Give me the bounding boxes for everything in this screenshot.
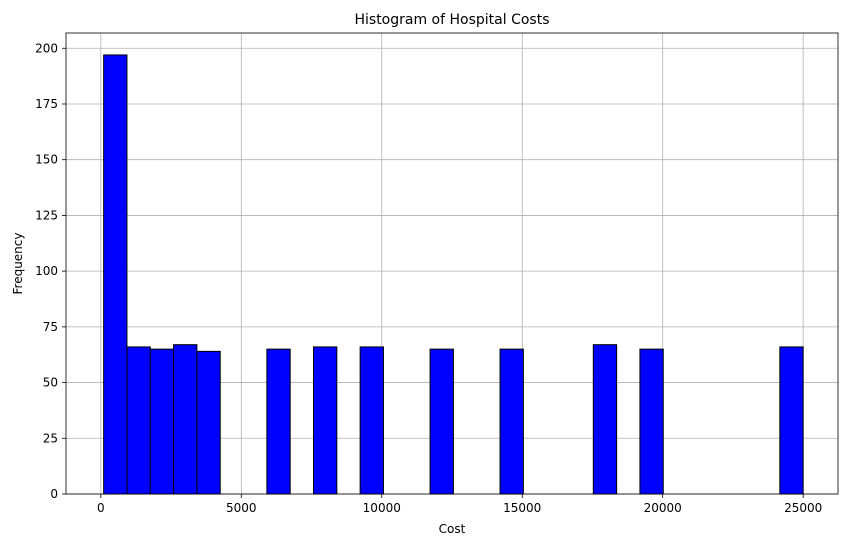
histogram-bar-9 xyxy=(313,346,338,495)
x-tick-label-2: 10000 xyxy=(363,501,401,515)
y-tick-label-3: 75 xyxy=(43,320,58,334)
histogram-bar-1 xyxy=(126,346,151,495)
histogram-bar-11 xyxy=(359,346,384,495)
plot-frame xyxy=(65,32,839,495)
y-tick-label-2: 50 xyxy=(43,376,58,390)
chart-title: Histogram of Hospital Costs xyxy=(354,12,549,28)
x-tick-label-3: 15000 xyxy=(503,501,541,515)
grid-lines xyxy=(66,33,838,495)
histogram-bar-23 xyxy=(639,348,664,495)
y-tick-label-6: 150 xyxy=(35,153,58,167)
x-axis-label: Cost xyxy=(439,522,466,536)
histogram-bar-21 xyxy=(592,344,618,495)
y-tick-label-8: 200 xyxy=(35,41,58,55)
histogram-bar-29 xyxy=(779,346,804,495)
histogram-bar-4 xyxy=(196,350,221,495)
y-tick-label-7: 175 xyxy=(35,97,58,111)
x-tick-label-0: 0 xyxy=(97,501,105,515)
y-tick-label-1: 25 xyxy=(43,431,58,445)
histogram-bar-2 xyxy=(149,348,175,495)
x-tick-label-4: 20000 xyxy=(644,501,682,515)
histogram-bar-0 xyxy=(103,54,128,495)
histogram-bar-3 xyxy=(173,344,198,495)
x-tick-label-5: 25000 xyxy=(784,501,822,515)
y-tick-label-5: 125 xyxy=(35,208,58,222)
y-tick-label-0: 0 xyxy=(50,487,58,501)
bars xyxy=(103,54,804,495)
y-tick-label-4: 100 xyxy=(35,264,58,278)
x-tick-label-1: 5000 xyxy=(226,501,257,515)
x-axis-ticks: 0 5000 10000 15000 20000 25000 xyxy=(97,494,822,515)
histogram-bar-17 xyxy=(499,348,524,495)
y-axis-ticks: 0 25 50 75 100 125 150 175 200 xyxy=(35,41,66,501)
histogram-bar-14 xyxy=(429,348,454,495)
histogram-bar-7 xyxy=(266,348,291,495)
y-axis-label: Frequency xyxy=(11,233,25,295)
